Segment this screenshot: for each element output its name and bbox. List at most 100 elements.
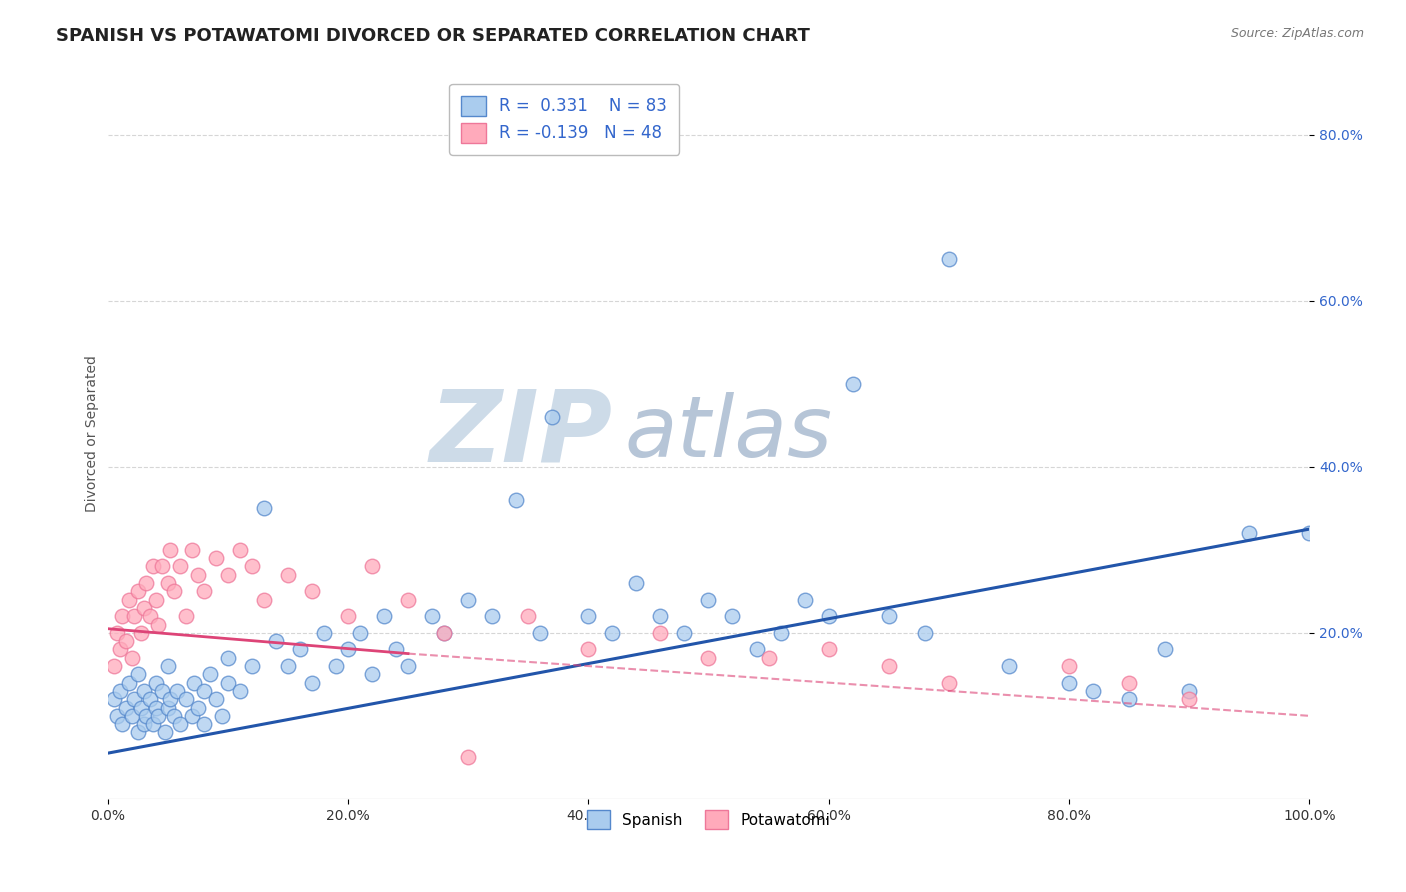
Text: ZIP: ZIP: [429, 385, 613, 483]
Point: [721, 609, 744, 624]
Point: [156, 659, 179, 673]
Point: [129, 700, 152, 714]
Point: [146, 617, 169, 632]
Point: [1057, 659, 1080, 673]
Point: [127, 667, 149, 681]
Point: [361, 559, 384, 574]
Point: [193, 717, 215, 731]
Point: [121, 650, 143, 665]
Point: [529, 625, 551, 640]
Point: [111, 609, 134, 624]
Point: [217, 650, 239, 665]
Point: [163, 709, 186, 723]
Point: [103, 692, 125, 706]
Point: [650, 625, 672, 640]
Point: [938, 675, 960, 690]
Point: [138, 609, 160, 624]
Point: [108, 684, 131, 698]
Point: [240, 559, 263, 574]
Point: [433, 625, 456, 640]
Point: [180, 709, 202, 723]
Point: [111, 717, 134, 731]
Point: [877, 609, 900, 624]
Point: [150, 684, 173, 698]
Point: [145, 675, 167, 690]
Point: [193, 584, 215, 599]
Point: [325, 659, 347, 673]
Point: [166, 684, 188, 698]
Point: [229, 684, 252, 698]
Text: atlas: atlas: [624, 392, 832, 475]
Point: [576, 642, 599, 657]
Point: [793, 592, 815, 607]
Point: [817, 609, 839, 624]
Point: [517, 609, 540, 624]
Text: SPANISH VS POTAWATOMI DIVORCED OR SEPARATED CORRELATION CHART: SPANISH VS POTAWATOMI DIVORCED OR SEPARA…: [56, 27, 810, 45]
Point: [373, 609, 395, 624]
Point: [1298, 526, 1320, 541]
Point: [132, 717, 155, 731]
Point: [745, 642, 768, 657]
Point: [127, 584, 149, 599]
Point: [159, 692, 181, 706]
Point: [758, 650, 780, 665]
Point: [103, 659, 125, 673]
Point: [127, 725, 149, 739]
Point: [105, 709, 128, 723]
Point: [155, 725, 177, 739]
Point: [156, 700, 179, 714]
Point: [240, 659, 263, 673]
Point: [145, 700, 167, 714]
Point: [576, 609, 599, 624]
Text: Source: ZipAtlas.com: Source: ZipAtlas.com: [1230, 27, 1364, 40]
Point: [174, 609, 197, 624]
Y-axis label: Divorced or Separated: Divorced or Separated: [86, 355, 100, 512]
Point: [142, 559, 165, 574]
Point: [396, 592, 419, 607]
Point: [877, 659, 900, 673]
Point: [433, 625, 456, 640]
Point: [481, 609, 503, 624]
Point: [129, 625, 152, 640]
Point: [122, 692, 145, 706]
Point: [301, 584, 323, 599]
Point: [673, 625, 696, 640]
Point: [817, 642, 839, 657]
Point: [396, 659, 419, 673]
Point: [169, 717, 191, 731]
Point: [938, 252, 960, 267]
Point: [187, 700, 209, 714]
Point: [277, 567, 299, 582]
Point: [118, 675, 141, 690]
Point: [135, 576, 157, 591]
Point: [132, 601, 155, 615]
Point: [122, 609, 145, 624]
Point: [349, 625, 371, 640]
Point: [253, 592, 276, 607]
Point: [301, 675, 323, 690]
Point: [650, 609, 672, 624]
Point: [193, 684, 215, 698]
Point: [253, 501, 276, 516]
Point: [138, 692, 160, 706]
Point: [1057, 675, 1080, 690]
Point: [288, 642, 311, 657]
Point: [229, 542, 252, 557]
Point: [914, 625, 936, 640]
Point: [217, 567, 239, 582]
Point: [114, 700, 136, 714]
Point: [156, 576, 179, 591]
Point: [626, 576, 648, 591]
Point: [1118, 675, 1140, 690]
Point: [541, 410, 564, 425]
Point: [505, 493, 527, 508]
Point: [312, 625, 335, 640]
Point: [121, 709, 143, 723]
Point: [198, 667, 221, 681]
Point: [457, 592, 479, 607]
Point: [1118, 692, 1140, 706]
Point: [1178, 692, 1201, 706]
Point: [336, 609, 359, 624]
Point: [183, 675, 205, 690]
Point: [150, 559, 173, 574]
